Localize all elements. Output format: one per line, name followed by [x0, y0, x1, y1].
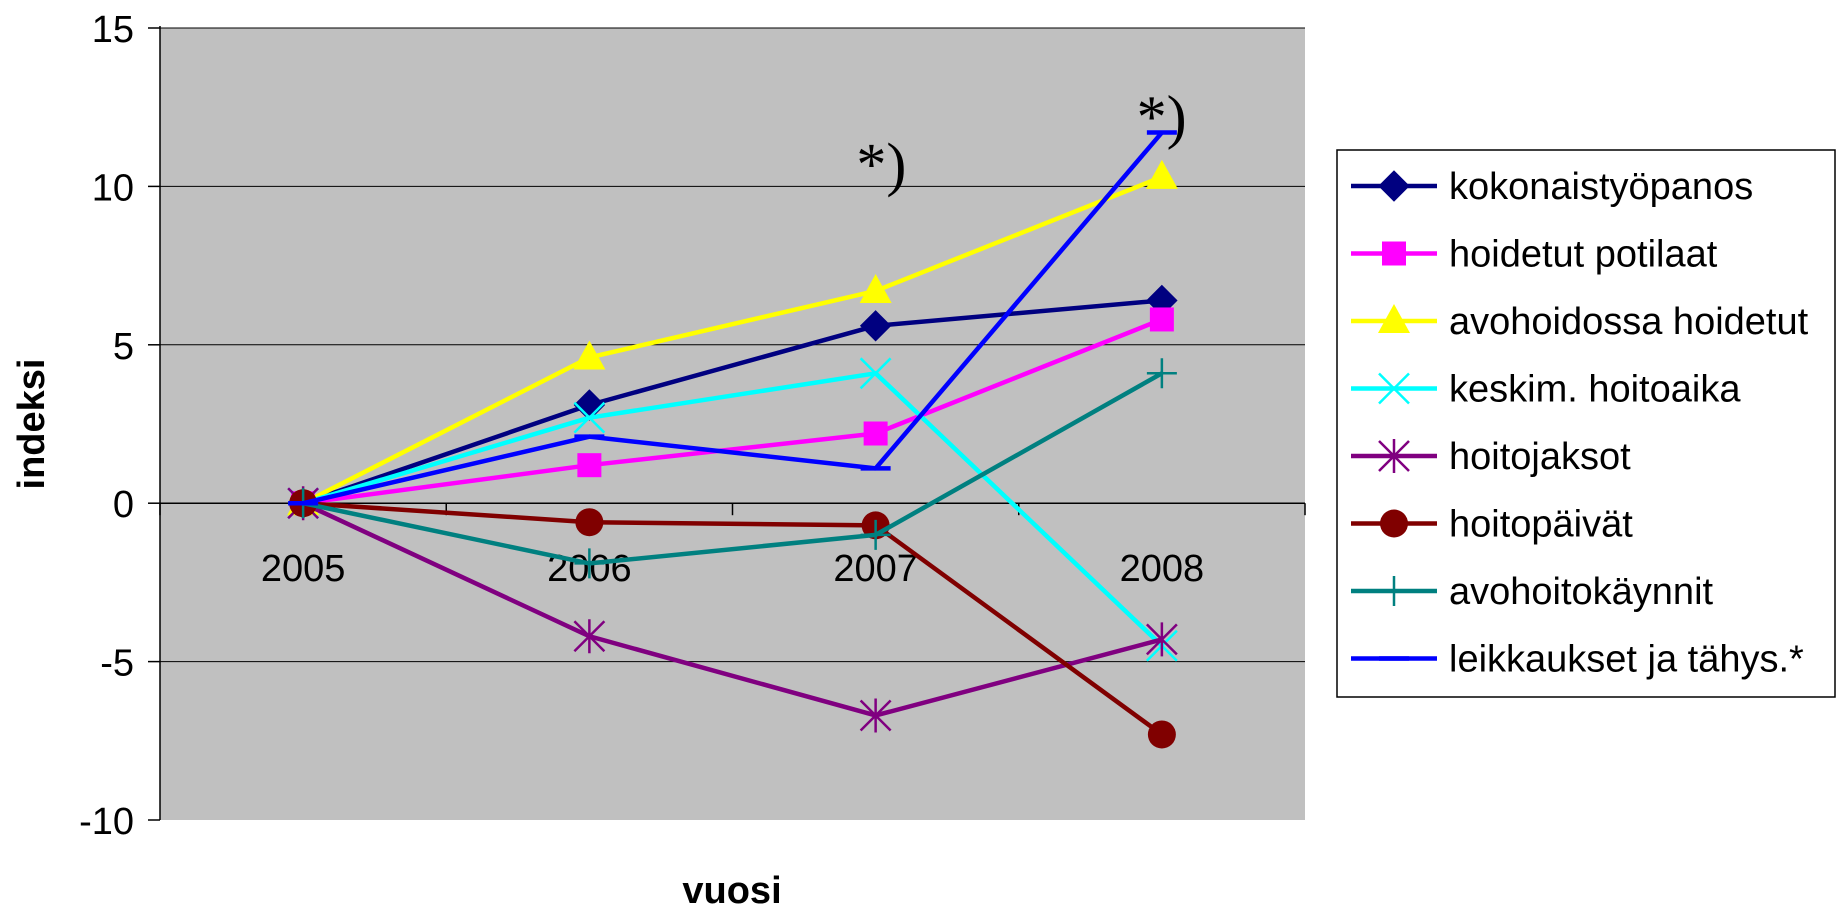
y-tick-label: -10 [79, 801, 134, 843]
legend-item: hoitojaksot [1351, 436, 1631, 478]
legend-label: keskim. hoitoaika [1449, 369, 1741, 411]
data-point [1378, 372, 1410, 405]
legend-item: hoitopäivät [1351, 504, 1633, 546]
legend: kokonaistyöpanos hoidetut potilaat avohoid… [1336, 149, 1836, 698]
legend-item: hoidetut potilaat [1351, 234, 1718, 276]
legend-label: avohoidossa hoidetut [1449, 301, 1809, 343]
y-tick-label: -5 [100, 643, 134, 685]
data-point [577, 453, 602, 478]
y-tick-label: 0 [113, 484, 134, 526]
legend-label: hoitopäivät [1449, 504, 1633, 546]
plot-area [160, 28, 1305, 820]
asterisk-note: *) [856, 131, 906, 197]
legend-item: avohoitokäynnit [1351, 571, 1714, 613]
series-6 [289, 489, 1176, 749]
legend-item: avohoidossa hoidetut [1351, 301, 1809, 343]
series-line [302, 371, 1164, 648]
legend-item: kokonaistyöpanos [1351, 166, 1753, 208]
data-point [1146, 358, 1177, 389]
x-tick-label: 2007 [833, 548, 918, 590]
data-point [1382, 241, 1406, 266]
data-point [573, 340, 606, 370]
y-tick-label: 15 [92, 9, 134, 51]
data-point [1147, 720, 1176, 749]
data-point [574, 548, 605, 579]
legend-item: keskim. hoitoaika [1351, 369, 1741, 411]
data-point [1380, 509, 1408, 538]
series-2 [291, 307, 1174, 516]
asterisk-note: *) [1137, 84, 1187, 150]
data-point [860, 519, 891, 550]
legend-label: avohoitokäynnit [1449, 571, 1714, 613]
legend-label: hoitojaksot [1449, 436, 1631, 478]
annotations: *) *) [856, 84, 1186, 198]
data-point [1149, 307, 1174, 332]
legend-item: leikkaukset ja tähys.* [1351, 639, 1804, 681]
data-point [859, 310, 892, 342]
y-axis-title: indeksi [11, 359, 53, 490]
y-tick-label: 5 [113, 326, 134, 368]
data-point [1378, 439, 1410, 473]
legend-box [1336, 149, 1836, 698]
x-tick-label: 2008 [1120, 548, 1205, 590]
series-8 [288, 130, 1177, 506]
data-point [1145, 159, 1178, 189]
data-point [859, 698, 892, 733]
data-point [859, 273, 892, 303]
data-point [573, 401, 606, 434]
y-tick-labels: 15 10 5 0 -5 -10 [79, 9, 134, 843]
data-point [1379, 576, 1409, 606]
series-line [302, 501, 1163, 718]
data-point [859, 357, 892, 390]
series-line [302, 174, 1163, 506]
data-point [1378, 304, 1410, 333]
series-line [302, 317, 1163, 506]
series-line [873, 131, 1164, 470]
series-line [302, 371, 1163, 566]
series-7 [288, 358, 1177, 579]
data-point [1145, 622, 1178, 657]
series-line [302, 298, 1163, 506]
data-point [1378, 170, 1410, 202]
data-point [575, 508, 604, 537]
legend-label: leikkaukset ja tähys.* [1449, 639, 1804, 681]
y-tick-label: 10 [92, 167, 134, 209]
legend-label: hoidetut potilaat [1449, 234, 1718, 276]
x-axis-title: vuosi [682, 870, 781, 906]
data-point [573, 619, 606, 654]
x-tick-label: 2005 [261, 548, 346, 590]
series-line [302, 500, 1164, 737]
series-group [287, 130, 1178, 749]
legend-label: kokonaistyöpanos [1449, 166, 1753, 208]
data-point [863, 421, 888, 446]
